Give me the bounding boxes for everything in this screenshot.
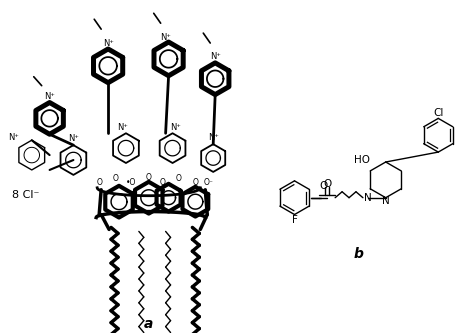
Text: 8 Cl⁻: 8 Cl⁻	[12, 190, 39, 200]
Text: O: O	[319, 181, 328, 191]
Text: O: O	[146, 173, 152, 182]
Text: N⁺: N⁺	[68, 134, 79, 143]
Text: N: N	[364, 193, 372, 203]
Text: F: F	[292, 214, 298, 224]
Text: O: O	[160, 178, 165, 187]
Text: N: N	[382, 196, 390, 206]
Text: O: O	[192, 178, 198, 187]
Text: O: O	[323, 179, 331, 189]
Text: N⁺: N⁺	[103, 38, 114, 47]
Text: Cl: Cl	[433, 109, 444, 119]
Text: O: O	[175, 174, 182, 183]
Text: N⁺: N⁺	[44, 92, 55, 101]
Text: •O: •O	[126, 178, 136, 187]
Text: O: O	[96, 178, 102, 187]
Text: a: a	[144, 317, 154, 331]
Text: N⁺: N⁺	[208, 133, 219, 142]
Text: N⁺: N⁺	[160, 33, 171, 41]
Text: b: b	[354, 247, 364, 261]
Text: N⁺: N⁺	[170, 123, 181, 132]
Text: HO: HO	[354, 155, 370, 165]
Text: N⁺: N⁺	[9, 133, 19, 142]
Text: O⁻: O⁻	[203, 178, 213, 187]
Text: N⁺: N⁺	[210, 52, 220, 61]
Text: O: O	[113, 174, 119, 183]
Text: N⁺: N⁺	[118, 123, 128, 132]
